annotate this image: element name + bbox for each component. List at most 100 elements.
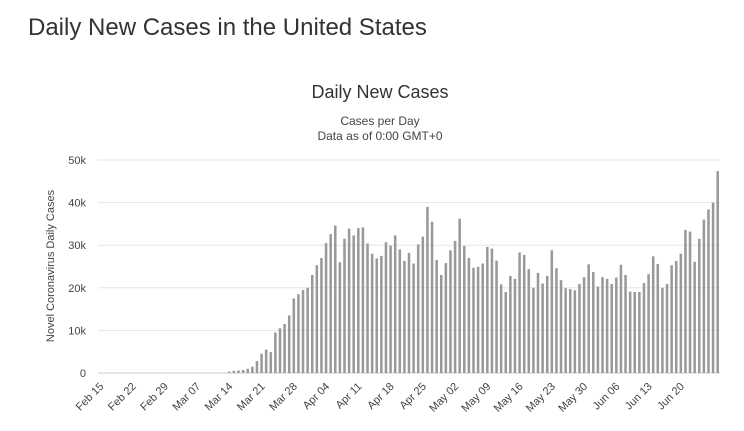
x-tick-label: Mar 07: [171, 381, 204, 414]
bar: [495, 260, 498, 373]
y-tick-label: 20k: [68, 283, 86, 295]
bar: [228, 371, 231, 373]
bar: [232, 370, 236, 373]
bar: [384, 242, 388, 373]
bar: [674, 260, 678, 373]
bar: [416, 244, 420, 373]
bar: [283, 324, 286, 373]
bar: [467, 257, 471, 373]
bar: [426, 206, 429, 373]
x-tick-label: Mar 21: [235, 381, 268, 414]
y-tick-labels: 0 10k 20k 30k 40k 50k: [68, 155, 86, 380]
bar: [334, 225, 337, 373]
bar: [490, 248, 494, 373]
bar: [522, 255, 526, 373]
bar: [693, 261, 696, 373]
bar: [278, 328, 282, 373]
x-tick-label: Mar 14: [203, 381, 236, 414]
x-tick-label: Mar 28: [267, 381, 300, 414]
bar: [306, 287, 309, 373]
bar: [237, 370, 240, 373]
bar: [499, 284, 503, 373]
x-tick-label: May 23: [524, 381, 558, 415]
bar: [698, 238, 701, 373]
bar: [564, 288, 567, 373]
bar: [541, 283, 544, 373]
bar: [389, 245, 392, 373]
bar: [412, 263, 415, 373]
x-tick-label: Apr 18: [365, 381, 396, 412]
bar: [320, 257, 323, 373]
bar: [536, 272, 540, 373]
bar: [578, 283, 581, 373]
bar: [453, 240, 457, 373]
bar: [463, 246, 466, 373]
bar: [638, 292, 641, 373]
bar: [582, 277, 586, 373]
chart-container: Daily New Cases Cases per Day Data as of…: [0, 70, 744, 431]
bar: [716, 171, 719, 373]
bar: [310, 275, 314, 373]
bar: [324, 243, 328, 373]
bar: [343, 238, 346, 373]
bar: [347, 228, 351, 373]
x-tick-label: Feb 15: [74, 381, 107, 414]
bar: [651, 256, 655, 373]
x-tick-label: Apr 25: [398, 381, 429, 412]
bar: [661, 287, 664, 373]
bar: [670, 265, 673, 373]
bar: [338, 262, 342, 373]
y-tick-label: 40k: [68, 198, 86, 210]
y-tick-label: 0: [80, 368, 86, 380]
y-axis-label: Novel Coronavirus Daily Cases: [45, 189, 57, 342]
bar: [439, 275, 443, 373]
x-tick-label: May 16: [492, 381, 526, 415]
bar: [430, 221, 434, 373]
bar: [260, 353, 263, 373]
bar: [647, 274, 650, 373]
bar: [509, 275, 512, 373]
bar: [605, 278, 609, 373]
bar: [527, 269, 531, 373]
bar: [555, 268, 558, 373]
bar: [352, 235, 355, 373]
x-tick-label: May 30: [556, 381, 590, 415]
bar: [255, 361, 259, 373]
bar-chart: Daily New Cases Cases per Day Data as of…: [45, 82, 720, 415]
bar: [269, 352, 273, 373]
bar: [619, 264, 623, 373]
bar: [573, 290, 577, 373]
bar: [287, 315, 291, 373]
y-tick-label: 50k: [68, 155, 86, 167]
bar-series: [228, 171, 719, 373]
x-tick-label: Apr 04: [301, 381, 332, 412]
bar: [513, 278, 517, 373]
bar: [559, 280, 563, 373]
bar: [518, 252, 521, 373]
page-title: Daily New Cases in the United States: [28, 14, 427, 41]
bar: [246, 368, 249, 373]
bar: [274, 332, 277, 373]
x-tick-label: Feb 22: [106, 381, 139, 414]
x-tick-label: Apr 11: [334, 381, 365, 412]
bar: [615, 277, 618, 373]
chart-subtitle-line2: Data as of 0:00 GMT+0: [317, 129, 442, 143]
bar: [380, 255, 383, 373]
bar: [656, 263, 660, 373]
x-tick-label: May 09: [459, 381, 493, 415]
bar: [532, 287, 535, 373]
bar: [421, 236, 425, 373]
y-tick-label: 10k: [68, 325, 86, 337]
bar: [315, 265, 319, 373]
bar: [702, 219, 706, 373]
bar: [476, 266, 480, 373]
bar: [481, 263, 484, 373]
bar: [711, 202, 715, 373]
y-tick-label: 30k: [68, 240, 86, 252]
bar: [633, 292, 637, 373]
bar: [504, 292, 508, 373]
bar: [707, 209, 710, 373]
bar: [375, 258, 379, 373]
bar: [610, 283, 613, 373]
bar: [357, 228, 360, 373]
